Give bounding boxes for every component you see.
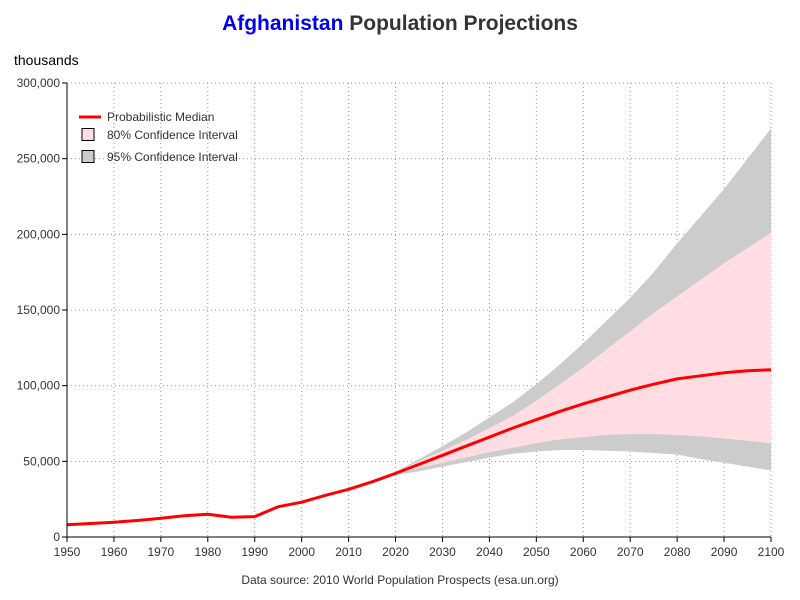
x-tick-label: 2060 (570, 545, 597, 559)
x-tick-label: 1950 (54, 545, 81, 559)
x-tick-label: 2000 (288, 545, 315, 559)
data-source-note: Data source: 2010 World Population Prosp… (241, 573, 559, 587)
y-tick-label: 300,000 (17, 76, 61, 90)
median-line-layer (66, 368, 772, 527)
x-tick-label: 1970 (148, 545, 175, 559)
y-tick-label: 250,000 (17, 152, 61, 166)
x-tick-label: 2090 (711, 545, 738, 559)
x-tick-label: 2100 (758, 545, 785, 559)
x-tick-label: 2080 (664, 545, 691, 559)
x-tick-label: 2040 (476, 545, 503, 559)
legend-ci80-swatch (81, 128, 95, 141)
x-tick-label: 2030 (429, 545, 456, 559)
legend-label: 95% Confidence Interval (107, 150, 238, 164)
legend-ci95-swatch (81, 150, 95, 163)
median-line (66, 368, 772, 527)
x-tick-label: 2010 (335, 545, 362, 559)
confidence-bands (348, 128, 771, 490)
chart-title-rest: Population Projections (343, 12, 578, 35)
y-tick-label: 100,000 (17, 379, 61, 393)
x-tick-label: 2070 (617, 545, 644, 559)
x-tick-label: 1980 (194, 545, 221, 559)
axes: 1950 1960 1970 1980 1990 2000 2010 2020 2030 2040… (17, 76, 785, 559)
legend-label: Probabilistic Median (107, 110, 214, 124)
y-tick-label: 0 (53, 530, 60, 544)
y-axis-unit-label: thousands (14, 52, 79, 68)
y-tick-label: 50,000 (23, 454, 60, 468)
x-tick-label: 1990 (241, 545, 268, 559)
y-tick-label: 150,000 (17, 303, 61, 317)
x-tick-label: 2020 (382, 545, 409, 559)
x-tick-label: 2050 (523, 545, 550, 559)
x-tick-label: 1960 (101, 545, 128, 559)
y-tick-label: 200,000 (17, 227, 61, 241)
chart-title: Afghanistan Population Projections (0, 12, 800, 36)
ci80-band (348, 232, 771, 490)
legend-label: 80% Confidence Interval (107, 128, 238, 142)
chart-title-country: Afghanistan (222, 12, 344, 35)
legend: Probabilistic Median 80% Confidence Inter… (79, 110, 238, 164)
